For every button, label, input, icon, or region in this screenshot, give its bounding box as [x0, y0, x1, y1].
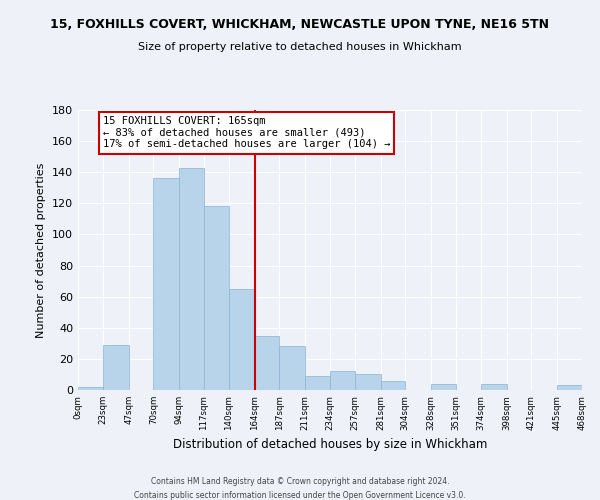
Bar	[154, 178, 179, 390]
Text: Contains public sector information licensed under the Open Government Licence v3: Contains public sector information licen…	[134, 491, 466, 500]
X-axis label: Distribution of detached houses by size in Whickham: Distribution of detached houses by size …	[173, 438, 487, 451]
Text: Size of property relative to detached houses in Whickham: Size of property relative to detached ho…	[138, 42, 462, 52]
Text: 15, FOXHILLS COVERT, WHICKHAM, NEWCASTLE UPON TYNE, NE16 5TN: 15, FOXHILLS COVERT, WHICKHAM, NEWCASTLE…	[50, 18, 550, 30]
Bar	[229, 289, 254, 390]
Bar	[179, 168, 204, 390]
Bar	[330, 372, 355, 390]
Text: Contains HM Land Registry data © Crown copyright and database right 2024.: Contains HM Land Registry data © Crown c…	[151, 478, 449, 486]
Bar	[78, 387, 103, 390]
Bar	[103, 345, 128, 390]
Text: 15 FOXHILLS COVERT: 165sqm
← 83% of detached houses are smaller (493)
17% of sem: 15 FOXHILLS COVERT: 165sqm ← 83% of deta…	[103, 116, 390, 150]
Y-axis label: Number of detached properties: Number of detached properties	[37, 162, 46, 338]
Bar	[254, 336, 280, 390]
Bar	[380, 380, 406, 390]
Bar	[355, 374, 380, 390]
Bar	[431, 384, 456, 390]
Bar	[280, 346, 305, 390]
Bar	[305, 376, 330, 390]
Bar	[557, 386, 582, 390]
Bar	[481, 384, 506, 390]
Bar	[204, 206, 229, 390]
